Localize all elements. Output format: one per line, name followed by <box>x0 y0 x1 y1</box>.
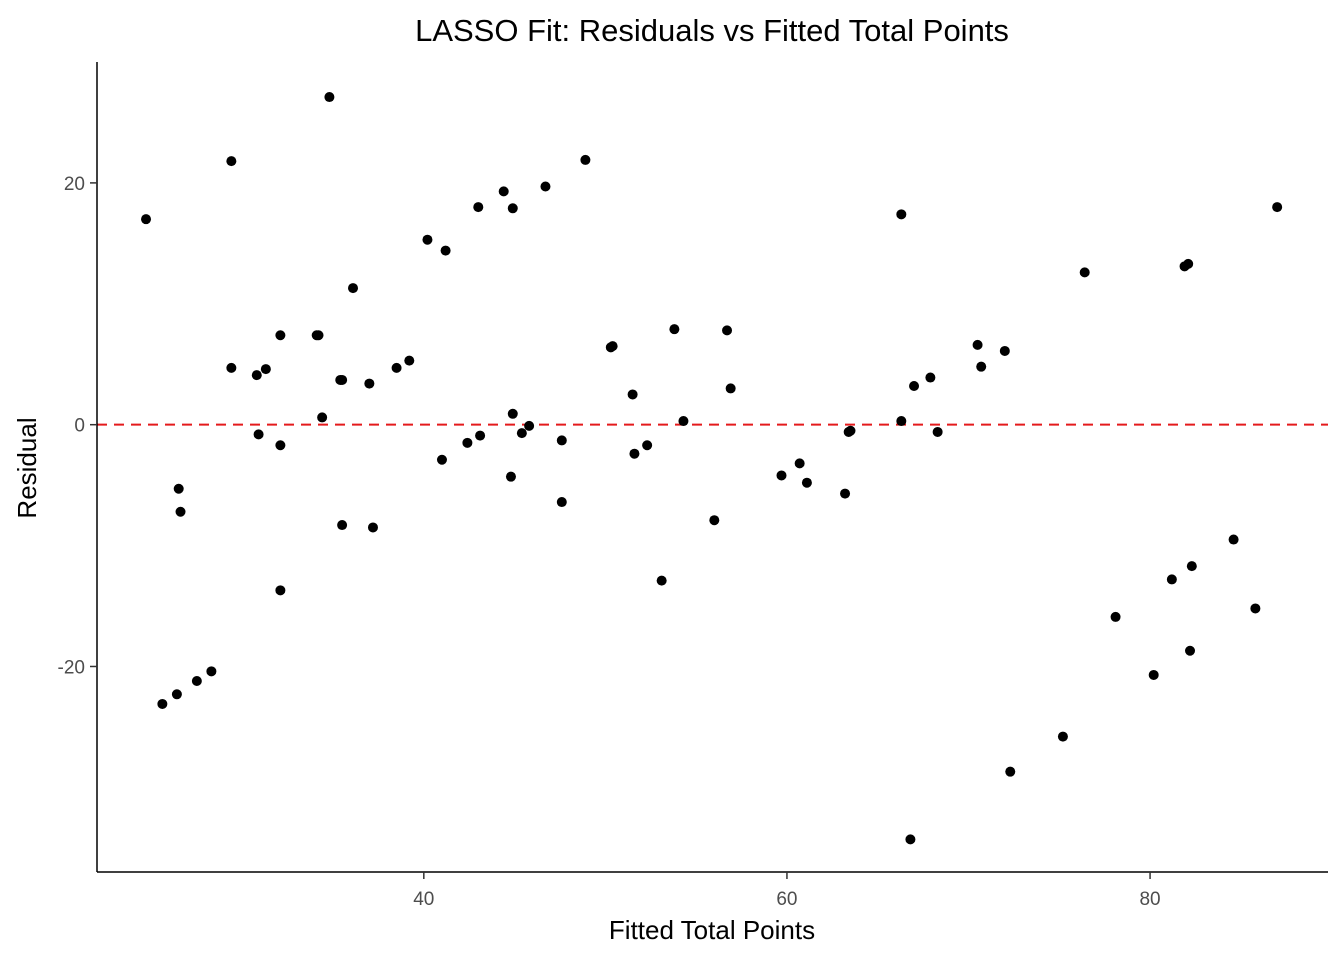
data-point <box>629 448 640 459</box>
data-point <box>1185 645 1196 656</box>
data-point <box>972 339 983 350</box>
data-point <box>669 324 680 335</box>
points-layer <box>141 92 1283 845</box>
y-tick-label: -20 <box>58 657 85 678</box>
data-point <box>709 515 720 526</box>
data-point <box>607 341 618 352</box>
data-point <box>627 389 638 400</box>
data-point <box>524 420 535 431</box>
data-point <box>337 374 348 385</box>
data-point <box>642 440 653 451</box>
data-point <box>157 698 168 709</box>
x-axis-ticks: 40 60 80 <box>413 872 1161 910</box>
data-point <box>364 378 375 389</box>
data-point <box>422 234 433 245</box>
data-point <box>324 92 335 103</box>
data-point <box>337 520 348 531</box>
data-point <box>801 477 812 488</box>
data-point <box>175 506 186 517</box>
data-point <box>440 245 451 256</box>
data-point <box>840 488 851 499</box>
data-point <box>462 437 473 448</box>
data-point <box>540 181 551 192</box>
data-point <box>1005 766 1016 777</box>
data-point <box>905 834 916 845</box>
x-axis-title: Fitted Total Points <box>609 915 815 945</box>
data-point <box>171 689 182 700</box>
data-point <box>932 426 943 437</box>
data-point <box>1228 534 1239 545</box>
data-point <box>473 202 484 213</box>
data-point <box>141 214 152 225</box>
data-point <box>1148 669 1159 680</box>
data-point <box>845 425 856 436</box>
data-point <box>313 330 324 341</box>
data-point <box>1079 267 1090 278</box>
data-point <box>896 416 907 427</box>
data-point <box>896 209 907 220</box>
data-point <box>436 454 447 465</box>
y-tick-label: 0 <box>74 416 85 437</box>
data-point <box>391 362 402 373</box>
data-point <box>580 154 591 165</box>
data-point <box>173 483 184 494</box>
data-point <box>1183 258 1194 269</box>
data-point <box>516 428 527 439</box>
data-point <box>367 522 378 533</box>
data-point <box>976 361 987 372</box>
data-point <box>275 330 286 341</box>
data-point <box>317 412 328 423</box>
data-point <box>794 458 805 469</box>
y-axis-title: Residual <box>12 417 42 518</box>
data-point <box>1057 731 1068 742</box>
data-point <box>275 440 286 451</box>
data-point <box>656 575 667 586</box>
data-point <box>1110 611 1121 622</box>
data-point <box>678 416 689 427</box>
data-point <box>909 381 920 391</box>
data-point <box>253 429 264 440</box>
data-point <box>1272 202 1283 213</box>
data-point <box>404 355 415 366</box>
data-point <box>776 470 787 481</box>
data-point <box>1250 603 1261 614</box>
data-point <box>507 203 518 214</box>
data-point <box>725 383 736 394</box>
y-tick-label: 20 <box>64 174 85 195</box>
data-point <box>1186 561 1197 572</box>
data-point <box>260 364 271 375</box>
data-point <box>251 370 262 381</box>
x-tick-label: 60 <box>776 889 797 910</box>
chart-title: LASSO Fit: Residuals vs Fitted Total Poi… <box>415 13 1009 48</box>
data-point <box>1166 574 1177 585</box>
data-point <box>556 497 567 508</box>
data-point <box>507 408 518 419</box>
data-point <box>722 325 733 336</box>
data-point <box>226 156 237 167</box>
data-point <box>498 186 509 197</box>
x-tick-label: 40 <box>413 889 434 910</box>
data-point <box>191 675 202 686</box>
data-point <box>206 666 217 677</box>
plot-panel <box>97 92 1328 845</box>
x-tick-label: 80 <box>1139 889 1160 910</box>
data-point <box>275 585 286 596</box>
data-point <box>999 345 1010 356</box>
data-point <box>475 430 486 441</box>
data-point <box>505 471 516 482</box>
y-axis-ticks: -20 0 20 <box>58 174 97 678</box>
data-point <box>226 362 237 373</box>
data-point <box>925 372 936 383</box>
data-point <box>348 283 359 294</box>
data-point <box>556 435 567 446</box>
